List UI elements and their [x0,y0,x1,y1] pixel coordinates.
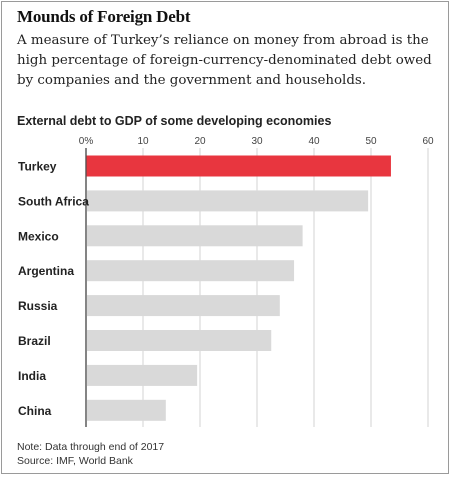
x-tick-label: 30 [251,136,263,147]
category-label: Russia [18,299,58,313]
note-text: Note: Data through end of 2017 [17,441,165,453]
bar-turkey [86,155,391,177]
category-label: Argentina [18,264,74,278]
chart-footnote: Note: Data through end of 2017 Source: I… [17,440,164,468]
category-labels: Turkey South Africa Mexico Argentina Russia B… [18,160,89,418]
chart-headline: Mounds of Foreign Debt [17,7,191,26]
bar-india [86,364,198,386]
chart-title: External debt to GDP of some developing … [17,114,332,128]
category-label: South Africa [18,194,89,208]
x-tick-label: 20 [194,136,206,147]
bar-brazil [86,330,272,351]
bar-mexico [86,225,303,247]
category-label: Brazil [18,334,51,348]
bars [86,155,391,421]
category-label: Mexico [18,229,59,243]
x-tick-label: 40 [308,136,320,147]
source-text: Source: IMF, World Bank [17,455,133,467]
bar-china [86,399,166,421]
x-axis-ticks: 0% 10 20 30 40 50 60 [79,136,434,147]
x-tick-label: 50 [365,136,377,147]
bar-argentina [86,260,295,282]
category-label: India [18,369,46,383]
category-label: Turkey [18,160,57,174]
category-label: China [18,404,52,418]
x-tick-label: 0% [79,136,94,147]
x-tick-label: 10 [137,136,149,147]
chart-subtitle: A measure of Turkey’s reliance on money … [17,33,432,88]
bar-south-africa [86,190,369,212]
x-tick-label: 60 [422,136,434,147]
bar-russia [86,295,280,317]
